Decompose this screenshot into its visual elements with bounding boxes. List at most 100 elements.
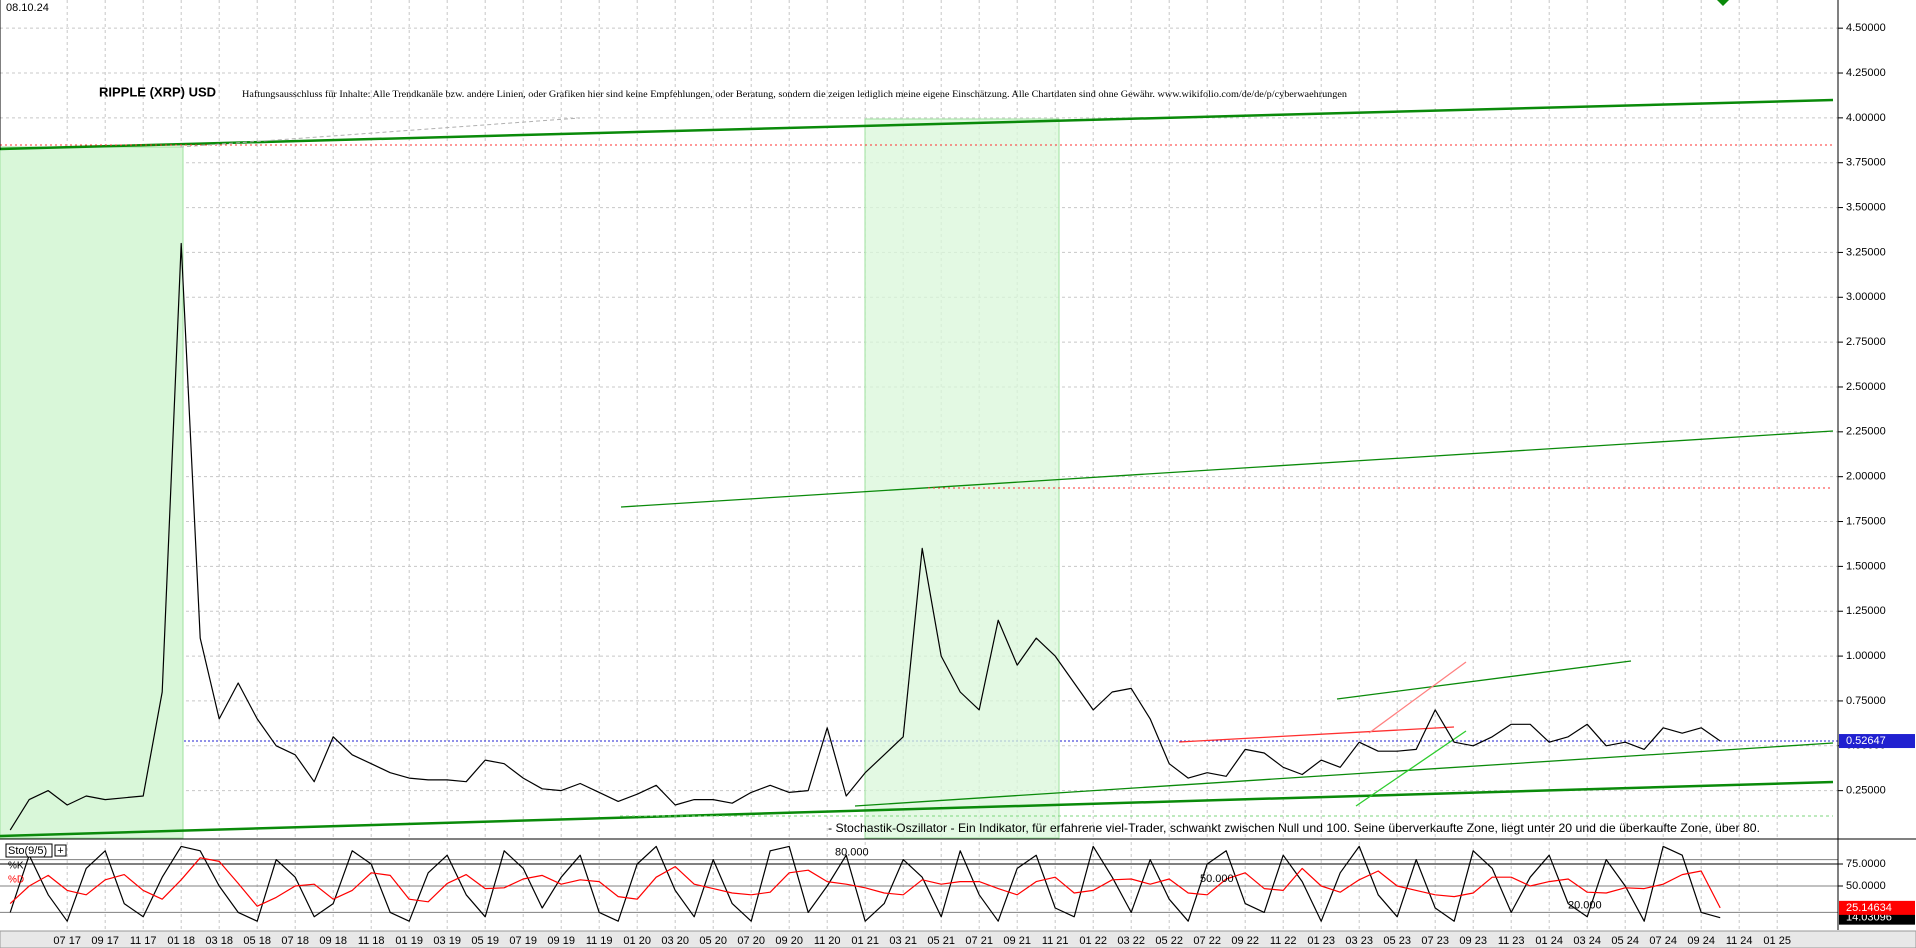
legend-entry: %D xyxy=(8,875,24,886)
data-layer xyxy=(9,242,1721,922)
last-value-box xyxy=(1839,734,1915,749)
y-tick-label: 3.25000 xyxy=(1846,246,1886,258)
y-tick-label: 1.50000 xyxy=(1846,560,1886,572)
y-tick-label: 3.75000 xyxy=(1846,157,1886,169)
x-tick-label: 07 22 xyxy=(1193,935,1221,947)
trend-line xyxy=(179,117,581,148)
x-tick-label: 03 20 xyxy=(661,935,689,947)
data-line xyxy=(9,242,1721,831)
x-tick-label: 11 23 xyxy=(1498,935,1525,947)
x-tick-label: 01 22 xyxy=(1079,935,1107,947)
x-tick-label: 11 24 xyxy=(1726,935,1753,947)
x-tick-label: 07 18 xyxy=(281,935,309,947)
x-tick-label: 01 18 xyxy=(167,935,195,947)
x-tick-label: 05 20 xyxy=(699,935,727,947)
y-tick-label: 75.0000 xyxy=(1846,858,1886,870)
level-label: 80.000 xyxy=(835,847,869,859)
indicator-label: Sto(9/5) xyxy=(8,845,47,857)
y-tick-label: 50.0000 xyxy=(1846,880,1886,892)
y-tick-label: 2.50000 xyxy=(1846,381,1886,393)
trend-line xyxy=(1178,726,1455,743)
data-line xyxy=(9,845,1721,922)
indicator-box xyxy=(5,843,53,858)
y-tick-label: 1.00000 xyxy=(1846,650,1886,662)
x-tick-label: 05 22 xyxy=(1155,935,1183,947)
x-tick-label: 03 23 xyxy=(1345,935,1373,947)
x-tick-label: 03 21 xyxy=(889,935,917,947)
x-tick-label: 11 18 xyxy=(358,935,385,947)
x-tick-label: 01 25 xyxy=(1763,935,1791,947)
y-tick-label: 2.75000 xyxy=(1846,336,1886,348)
last-value-label: 25.14634 xyxy=(1846,902,1892,914)
x-tick-label: 05 18 xyxy=(243,935,271,947)
marker xyxy=(1717,0,1729,6)
y-tick-label: 1.25000 xyxy=(1846,605,1886,617)
date-label: 08.10.24 xyxy=(6,2,49,14)
y-tick-label: 4.00000 xyxy=(1846,112,1886,124)
y-tick-label: 0.25000 xyxy=(1846,785,1886,797)
x-tick-label: 03 24 xyxy=(1573,935,1601,947)
x-tick-label: 11 22 xyxy=(1270,935,1297,947)
x-tick-label: 07 20 xyxy=(737,935,765,947)
x-tick-label: 09 24 xyxy=(1687,935,1715,947)
trend-line xyxy=(1336,660,1632,700)
zone xyxy=(864,118,1060,839)
level-label: 50.000 xyxy=(1200,873,1234,885)
x-tick-label: 05 21 xyxy=(927,935,955,947)
y-tick-label: 1.75000 xyxy=(1846,515,1886,527)
trend-line xyxy=(620,430,1834,508)
x-tick-label: 09 19 xyxy=(547,935,575,947)
last-value-label: 0.52647 xyxy=(1846,735,1886,747)
x-tick-label: 07 19 xyxy=(509,935,537,947)
x-tick-label: 07 17 xyxy=(53,935,81,947)
y-tick-label: 4.50000 xyxy=(1846,22,1886,34)
x-tick-label: 03 22 xyxy=(1117,935,1145,947)
trend-line xyxy=(0,780,1834,838)
x-tick-label: 09 20 xyxy=(775,935,803,947)
trend-lines xyxy=(0,98,1834,838)
x-axis-band xyxy=(0,930,1916,948)
x-tick-label: 09 18 xyxy=(319,935,347,947)
add-button[interactable] xyxy=(54,844,67,857)
x-tick-label: 09 17 xyxy=(91,935,119,947)
y-tick-label: 3.50000 xyxy=(1846,201,1886,213)
chart-title: RIPPLE (XRP) USD xyxy=(99,84,216,99)
x-tick-label: 11 19 xyxy=(586,935,613,947)
level-label: 20.000 xyxy=(1568,899,1602,911)
x-tick-label: 05 19 xyxy=(471,935,499,947)
y-tick-label: 4.25000 xyxy=(1846,67,1886,79)
add-button-icon[interactable]: + xyxy=(57,845,63,857)
x-tick-label: 01 21 xyxy=(851,935,879,947)
x-tick-label: 11 20 xyxy=(814,935,841,947)
x-tick-label: 09 22 xyxy=(1231,935,1259,947)
trend-line xyxy=(0,98,1834,151)
annotation: - Stochastik-Oszillator - Ein Indikator,… xyxy=(828,821,1760,835)
x-tick-label: 07 23 xyxy=(1421,935,1449,947)
last-value-box xyxy=(1839,900,1915,915)
x-tick-label: 05 24 xyxy=(1611,935,1639,947)
x-tick-label: 01 23 xyxy=(1307,935,1335,947)
legend-entry: %K xyxy=(8,861,24,872)
data-line xyxy=(9,857,1721,909)
y-tick-label: 3.00000 xyxy=(1846,291,1886,303)
x-tick-label: 03 18 xyxy=(205,935,233,947)
x-tick-label: 11 21 xyxy=(1042,935,1069,947)
trend-line xyxy=(1368,661,1467,734)
x-tick-label: 07 21 xyxy=(965,935,993,947)
x-tick-label: 03 19 xyxy=(433,935,461,947)
x-tick-label: 05 23 xyxy=(1383,935,1411,947)
x-tick-label: 09 23 xyxy=(1459,935,1487,947)
y-tick-label: 0.75000 xyxy=(1846,695,1886,707)
zone xyxy=(0,146,184,839)
x-tick-label: 01 24 xyxy=(1535,935,1563,947)
x-tick-label: 11 17 xyxy=(130,935,157,947)
y-tick-label: 2.00000 xyxy=(1846,471,1886,483)
x-tick-label: 01 20 xyxy=(623,935,651,947)
x-tick-label: 07 24 xyxy=(1649,935,1677,947)
x-tick-label: 01 19 xyxy=(395,935,423,947)
trend-line xyxy=(1355,730,1467,807)
y-tick-label: 2.25000 xyxy=(1846,426,1886,438)
grid-layer xyxy=(0,0,1838,930)
trend-line xyxy=(854,742,1834,807)
